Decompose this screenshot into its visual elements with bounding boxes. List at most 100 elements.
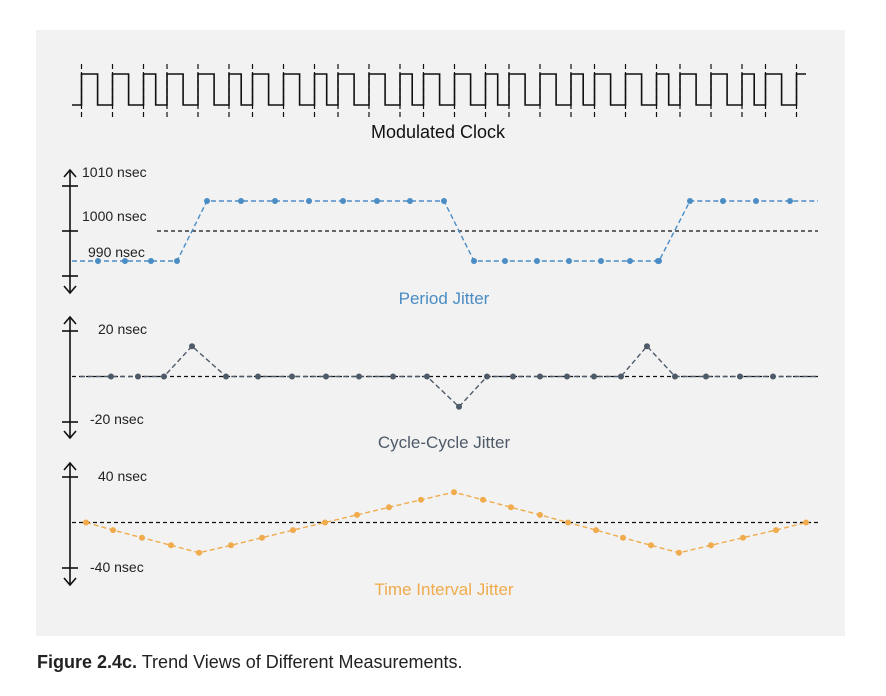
data-point [471,258,477,264]
period-jitter-title: Period Jitter [399,289,490,308]
cycle-tick-label-minus20: -20 nsec [90,411,144,427]
data-point [565,519,571,526]
time-interval-jitter-title: Time Interval Jitter [374,580,514,599]
data-point [223,373,229,380]
axis-arrow-down [63,577,77,587]
data-point [356,373,362,380]
period-tick-label-1000: 1000 nsec [82,208,147,224]
data-point [238,198,244,204]
data-point [374,198,380,204]
data-point [787,198,793,204]
data-point [708,542,714,549]
data-point [204,198,210,204]
data-point [196,549,202,556]
data-point [456,403,462,410]
data-point [687,198,693,204]
data-point [95,258,101,264]
tie-tick-label-40: 40 nsec [98,468,147,484]
data-point [720,198,726,204]
data-point [255,373,261,380]
cycle-cycle-jitter-plot [72,343,818,410]
data-point [620,534,626,541]
modulated-clock-trace [72,64,806,120]
data-point [189,343,195,350]
data-point [386,504,392,511]
data-point [272,198,278,204]
data-point [480,496,486,503]
time-interval-jitter-plot [72,489,818,556]
tie-axis-arrow [62,461,78,587]
data-point [168,542,174,549]
data-point [83,519,89,526]
figure-caption-label: Figure 2.4c. [37,652,138,672]
data-point [407,198,413,204]
data-point [322,519,328,526]
data-point [618,373,624,380]
cycle-tick-label-20: 20 nsec [98,321,147,337]
data-point [289,373,295,380]
data-point [148,258,154,264]
data-point [259,534,265,541]
data-point [354,511,360,518]
axis-arrow-up [63,315,77,325]
data-point [656,258,662,264]
data-point [508,504,514,511]
data-point [593,527,599,534]
data-point [174,258,180,264]
data-point [703,373,709,380]
data-point [390,373,396,380]
data-point [753,198,759,204]
period-tick-label-990: 990 nsec [88,244,145,260]
data-point [108,373,114,380]
data-point [139,534,145,541]
data-point [770,373,776,380]
data-point [566,258,572,264]
data-point [644,343,650,350]
data-point [451,489,457,496]
figure-caption: Figure 2.4c. Trend Views of Different Me… [37,652,463,673]
data-point [306,198,312,204]
period-tick-label-1010: 1010 nsec [82,164,147,180]
cycle-jitter-axis-arrow [62,315,78,440]
axis-arrow-up [63,168,77,178]
data-point [598,258,604,264]
figure-caption-text: Trend Views of Different Measurements. [141,652,463,672]
data-point [484,373,490,380]
data-point [418,496,424,503]
axis-arrow-down [63,430,77,440]
period-jitter-axis-arrow [62,168,78,295]
data-point [424,373,430,380]
data-point [537,511,543,518]
data-point [228,542,234,549]
series-line [72,200,818,262]
data-point [648,542,654,549]
data-point [773,527,779,534]
data-point [627,258,633,264]
data-point [340,198,346,204]
clock-waveform [72,73,806,106]
data-point [676,549,682,556]
cycle-cycle-jitter-title: Cycle-Cycle Jitter [378,433,511,452]
data-point [110,527,116,534]
data-point [510,373,516,380]
data-point [441,198,447,204]
data-point [323,373,329,380]
data-point [290,527,296,534]
data-point [537,373,543,380]
axis-arrow-down [63,285,77,295]
tie-tick-label-minus40: -40 nsec [90,559,144,575]
data-point [672,373,678,380]
data-point [740,534,746,541]
data-point [161,373,167,380]
data-point [803,519,809,526]
data-point [122,258,128,264]
data-point [591,373,597,380]
axis-arrow-up [63,461,77,471]
data-point [737,373,743,380]
clock-title: Modulated Clock [371,122,506,142]
data-point [564,373,570,380]
data-point [135,373,141,380]
data-point [534,258,540,264]
data-point [502,258,508,264]
